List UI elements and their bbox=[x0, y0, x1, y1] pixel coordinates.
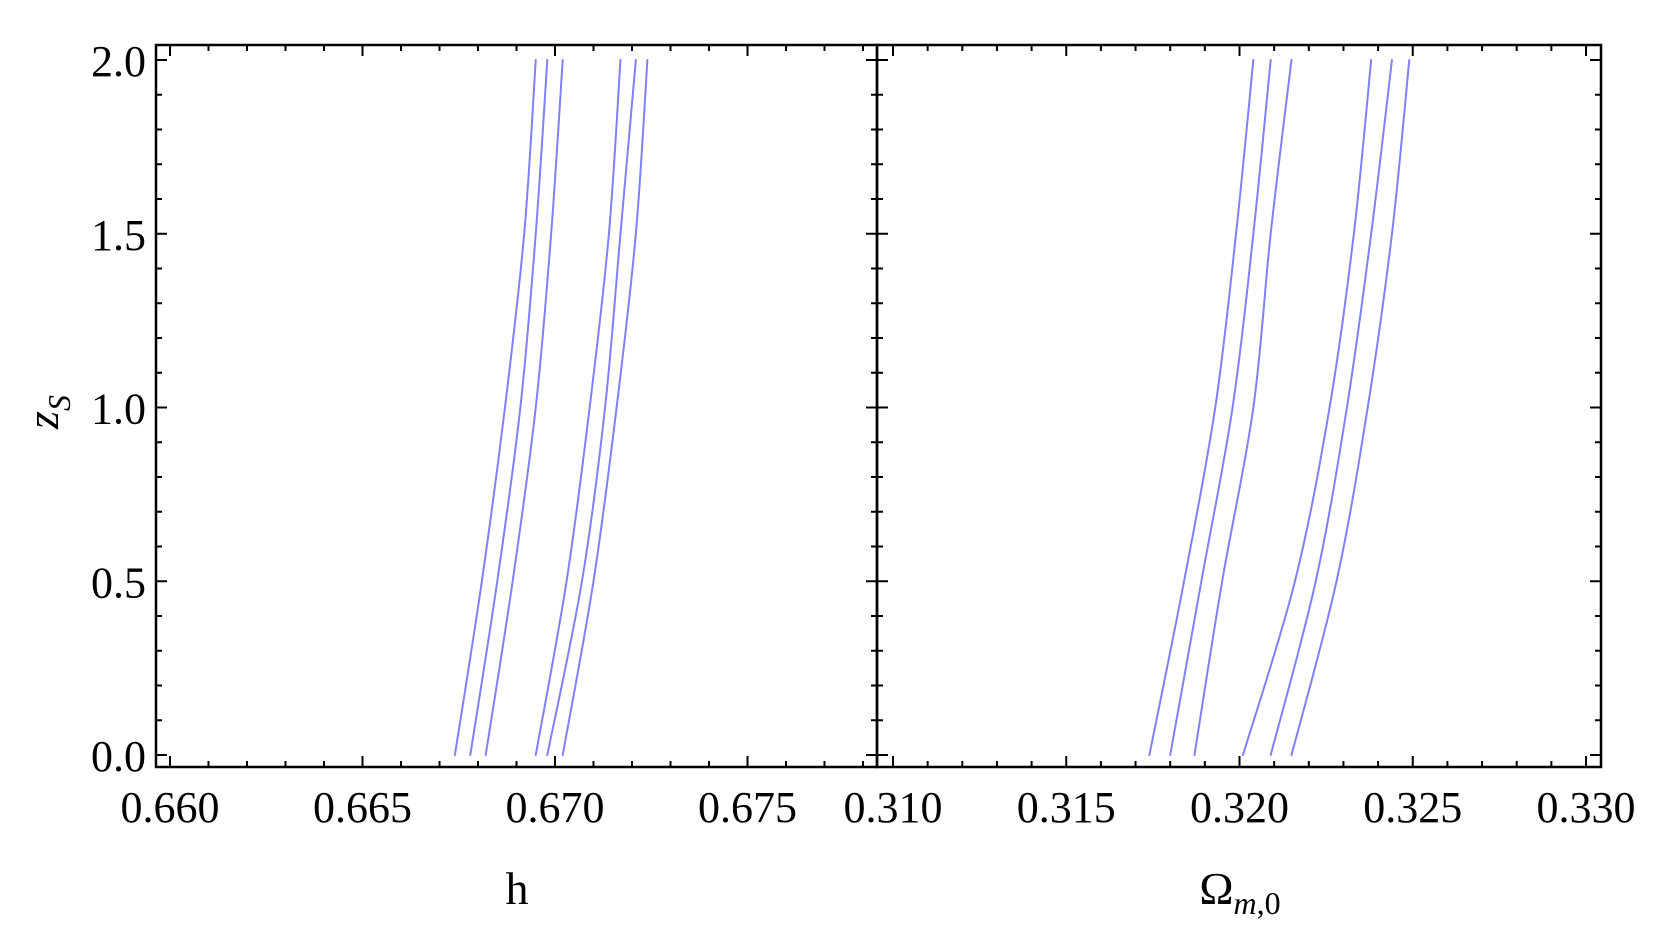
y-axis-label-main: z bbox=[17, 411, 68, 430]
x-tick-label: 0.315 bbox=[1017, 783, 1116, 832]
right-ticks bbox=[877, 45, 1601, 767]
x-tick-label: 0.325 bbox=[1363, 783, 1462, 832]
right-x-axis-label-sub-rest: ,0 bbox=[1257, 885, 1281, 921]
contour-curve-6 bbox=[561, 59, 649, 756]
right-x-axis-label: Ωm,0 bbox=[1199, 863, 1280, 921]
right-panel-omega: 0.310 0.315 0.320 0.325 0.330 bbox=[844, 43, 1636, 832]
left-panel-h: 0.660 0.665 0.670 0.675 0.0 0.5 1.0 1.5 2.0 bbox=[91, 37, 879, 832]
x-tick-label: 0.660 bbox=[121, 783, 220, 832]
right-x-axis-label-main: Ω bbox=[1199, 863, 1233, 914]
contour-curve-3 bbox=[484, 59, 564, 756]
contour-curve-4 bbox=[534, 59, 622, 756]
contour-curve-1 bbox=[1148, 59, 1255, 756]
y-tick-label: 0.5 bbox=[91, 558, 146, 607]
right-plot-frame bbox=[875, 43, 1603, 769]
contour-curve-3 bbox=[1193, 59, 1293, 756]
y-tick-label: 1.5 bbox=[91, 211, 146, 260]
left-ticks bbox=[156, 45, 877, 767]
contour-curve-2 bbox=[1169, 59, 1272, 756]
left-x-tick-labels: 0.660 0.665 0.670 0.675 bbox=[121, 783, 798, 832]
contour-curve-4 bbox=[1241, 59, 1373, 756]
y-tick-label: 2.0 bbox=[91, 37, 146, 86]
y-tick-label: 1.0 bbox=[91, 385, 146, 434]
contour-curve-1 bbox=[453, 59, 537, 756]
right-curves bbox=[1148, 59, 1411, 756]
x-tick-label: 0.330 bbox=[1537, 783, 1636, 832]
contour-curve-5 bbox=[1269, 59, 1393, 756]
x-tick-label: 0.665 bbox=[313, 783, 412, 832]
y-axis-label-sub: S bbox=[41, 395, 77, 411]
x-tick-label: 0.320 bbox=[1190, 783, 1289, 832]
contour-curve-5 bbox=[546, 59, 637, 756]
right-x-axis-label-sub-italic: m bbox=[1234, 885, 1257, 921]
y-tick-label: 0.0 bbox=[91, 732, 146, 781]
x-tick-label: 0.310 bbox=[844, 783, 943, 832]
left-x-axis-label: h bbox=[506, 863, 529, 914]
svg-text:zS: zS bbox=[17, 395, 77, 430]
y-axis-label: zS bbox=[17, 395, 77, 430]
x-tick-label: 0.670 bbox=[506, 783, 605, 832]
contour-curve-2 bbox=[469, 59, 549, 756]
y-tick-labels: 0.0 0.5 1.0 1.5 2.0 bbox=[91, 37, 146, 781]
left-curves bbox=[453, 59, 649, 756]
x-tick-label: 0.675 bbox=[698, 783, 797, 832]
left-plot-frame bbox=[154, 43, 879, 769]
contour-curve-6 bbox=[1290, 59, 1411, 756]
right-x-tick-labels: 0.310 0.315 0.320 0.325 0.330 bbox=[844, 783, 1636, 832]
